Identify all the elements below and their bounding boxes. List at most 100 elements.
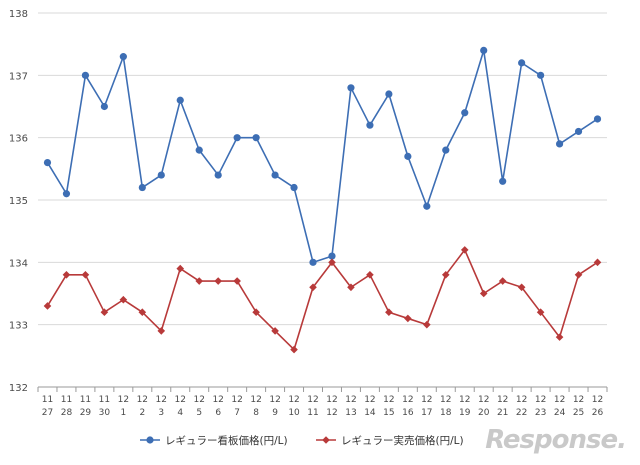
x-tick-label-month: 12 [156,395,167,405]
data-point [479,289,488,298]
data-point [119,53,127,61]
x-tick-label-day: 12 [326,408,337,418]
data-point [290,345,298,354]
x-axis: 1127112811291130121122123124125126127128… [37,387,608,418]
data-point [43,302,52,310]
series-1 [43,46,602,266]
data-point [81,271,90,279]
x-tick-label-day: 17 [421,408,432,418]
data-point [574,127,583,136]
data-point [480,46,488,55]
data-point [252,134,260,142]
data-point [518,59,526,67]
x-tick-label-month: 12 [175,395,186,405]
x-tick-label-month: 12 [535,395,546,405]
x-tick-label-day: 11 [307,408,318,418]
data-point [593,115,602,123]
data-point [138,308,147,316]
data-point [347,84,355,92]
x-tick-label-day: 13 [345,408,356,418]
legend-swatch-marker [146,436,154,444]
data-point [385,90,393,98]
y-axis-ticks: 132 133 134 135 136 137 138 [9,9,28,394]
x-tick-label-month: 12 [307,395,318,405]
data-point [442,146,450,154]
data-point [537,71,545,79]
data-point [138,183,146,192]
data-point [290,183,298,192]
x-tick-label-day: 4 [177,408,183,418]
data-point [195,146,203,154]
series-2 [43,246,602,354]
data-point [498,277,507,285]
data-point [328,252,336,260]
data-point [574,271,583,279]
data-point [347,283,355,292]
y-tick-label: 133 [9,321,28,332]
data-point [176,264,185,273]
y-tick-label: 134 [9,258,28,269]
x-tick-label-month: 12 [497,395,508,405]
x-tick-label-day: 20 [478,408,490,418]
series-layer [43,46,602,354]
x-tick-label-month: 12 [137,395,148,405]
x-tick-label-day: 9 [272,408,278,418]
x-tick-label-day: 25 [573,408,584,418]
x-tick-label-day: 29 [80,408,92,418]
series-line [46,249,598,351]
x-tick-label-day: 5 [196,408,202,418]
data-point [271,171,279,179]
series-line [46,49,598,264]
x-tick-label-month: 11 [61,395,72,405]
data-point [404,152,412,160]
x-tick-label-month: 12 [269,395,280,405]
data-point [385,308,393,316]
y-tick-label: 136 [9,134,28,145]
x-tick-label-month: 12 [383,395,394,405]
y-tick-label: 137 [9,71,28,82]
x-tick-label-day: 18 [440,408,452,418]
gridlines [38,12,607,388]
x-tick-label-day: 3 [158,408,164,418]
data-point [441,271,450,279]
data-point [214,171,222,179]
data-point [499,177,507,185]
x-tick-label-day: 22 [516,408,527,418]
data-point [460,246,469,254]
x-tick-label-month: 12 [516,395,527,405]
data-point [233,134,241,142]
y-tick-label: 132 [9,383,28,394]
data-point [119,295,128,304]
data-point [195,277,204,285]
x-tick-label-day: 14 [364,408,376,418]
x-tick-label-month: 12 [193,395,204,405]
x-tick-label-day: 7 [234,408,240,418]
data-point [517,283,526,292]
data-point [214,277,222,285]
x-tick-label-month: 11 [80,395,91,405]
x-tick-label-day: 23 [535,408,546,418]
x-tick-label-month: 12 [345,395,356,405]
legend-item: レギュラー看板価格(円/L) [140,434,288,447]
x-tick-label-month: 11 [42,395,53,405]
data-point [100,308,109,316]
x-tick-label-month: 12 [421,395,432,405]
x-tick-label-day: 1 [120,408,126,418]
x-tick-label-day: 10 [288,408,300,418]
y-tick-label: 135 [9,196,28,207]
data-point [309,283,317,292]
x-tick-label-month: 12 [231,395,242,405]
legend-label: レギュラー看板価格(円/L) [165,434,288,447]
x-tick-label-day: 21 [497,408,508,418]
data-point [157,171,165,179]
legend-swatch-marker [322,436,330,444]
x-tick-label-month: 12 [364,395,375,405]
x-tick-label-day: 6 [215,408,221,418]
data-point [271,327,279,335]
x-tick-label-month: 12 [250,395,261,405]
x-tick-label-day: 2 [139,408,145,418]
x-tick-label-month: 12 [212,395,223,405]
data-point [555,333,564,341]
data-point [555,140,564,148]
